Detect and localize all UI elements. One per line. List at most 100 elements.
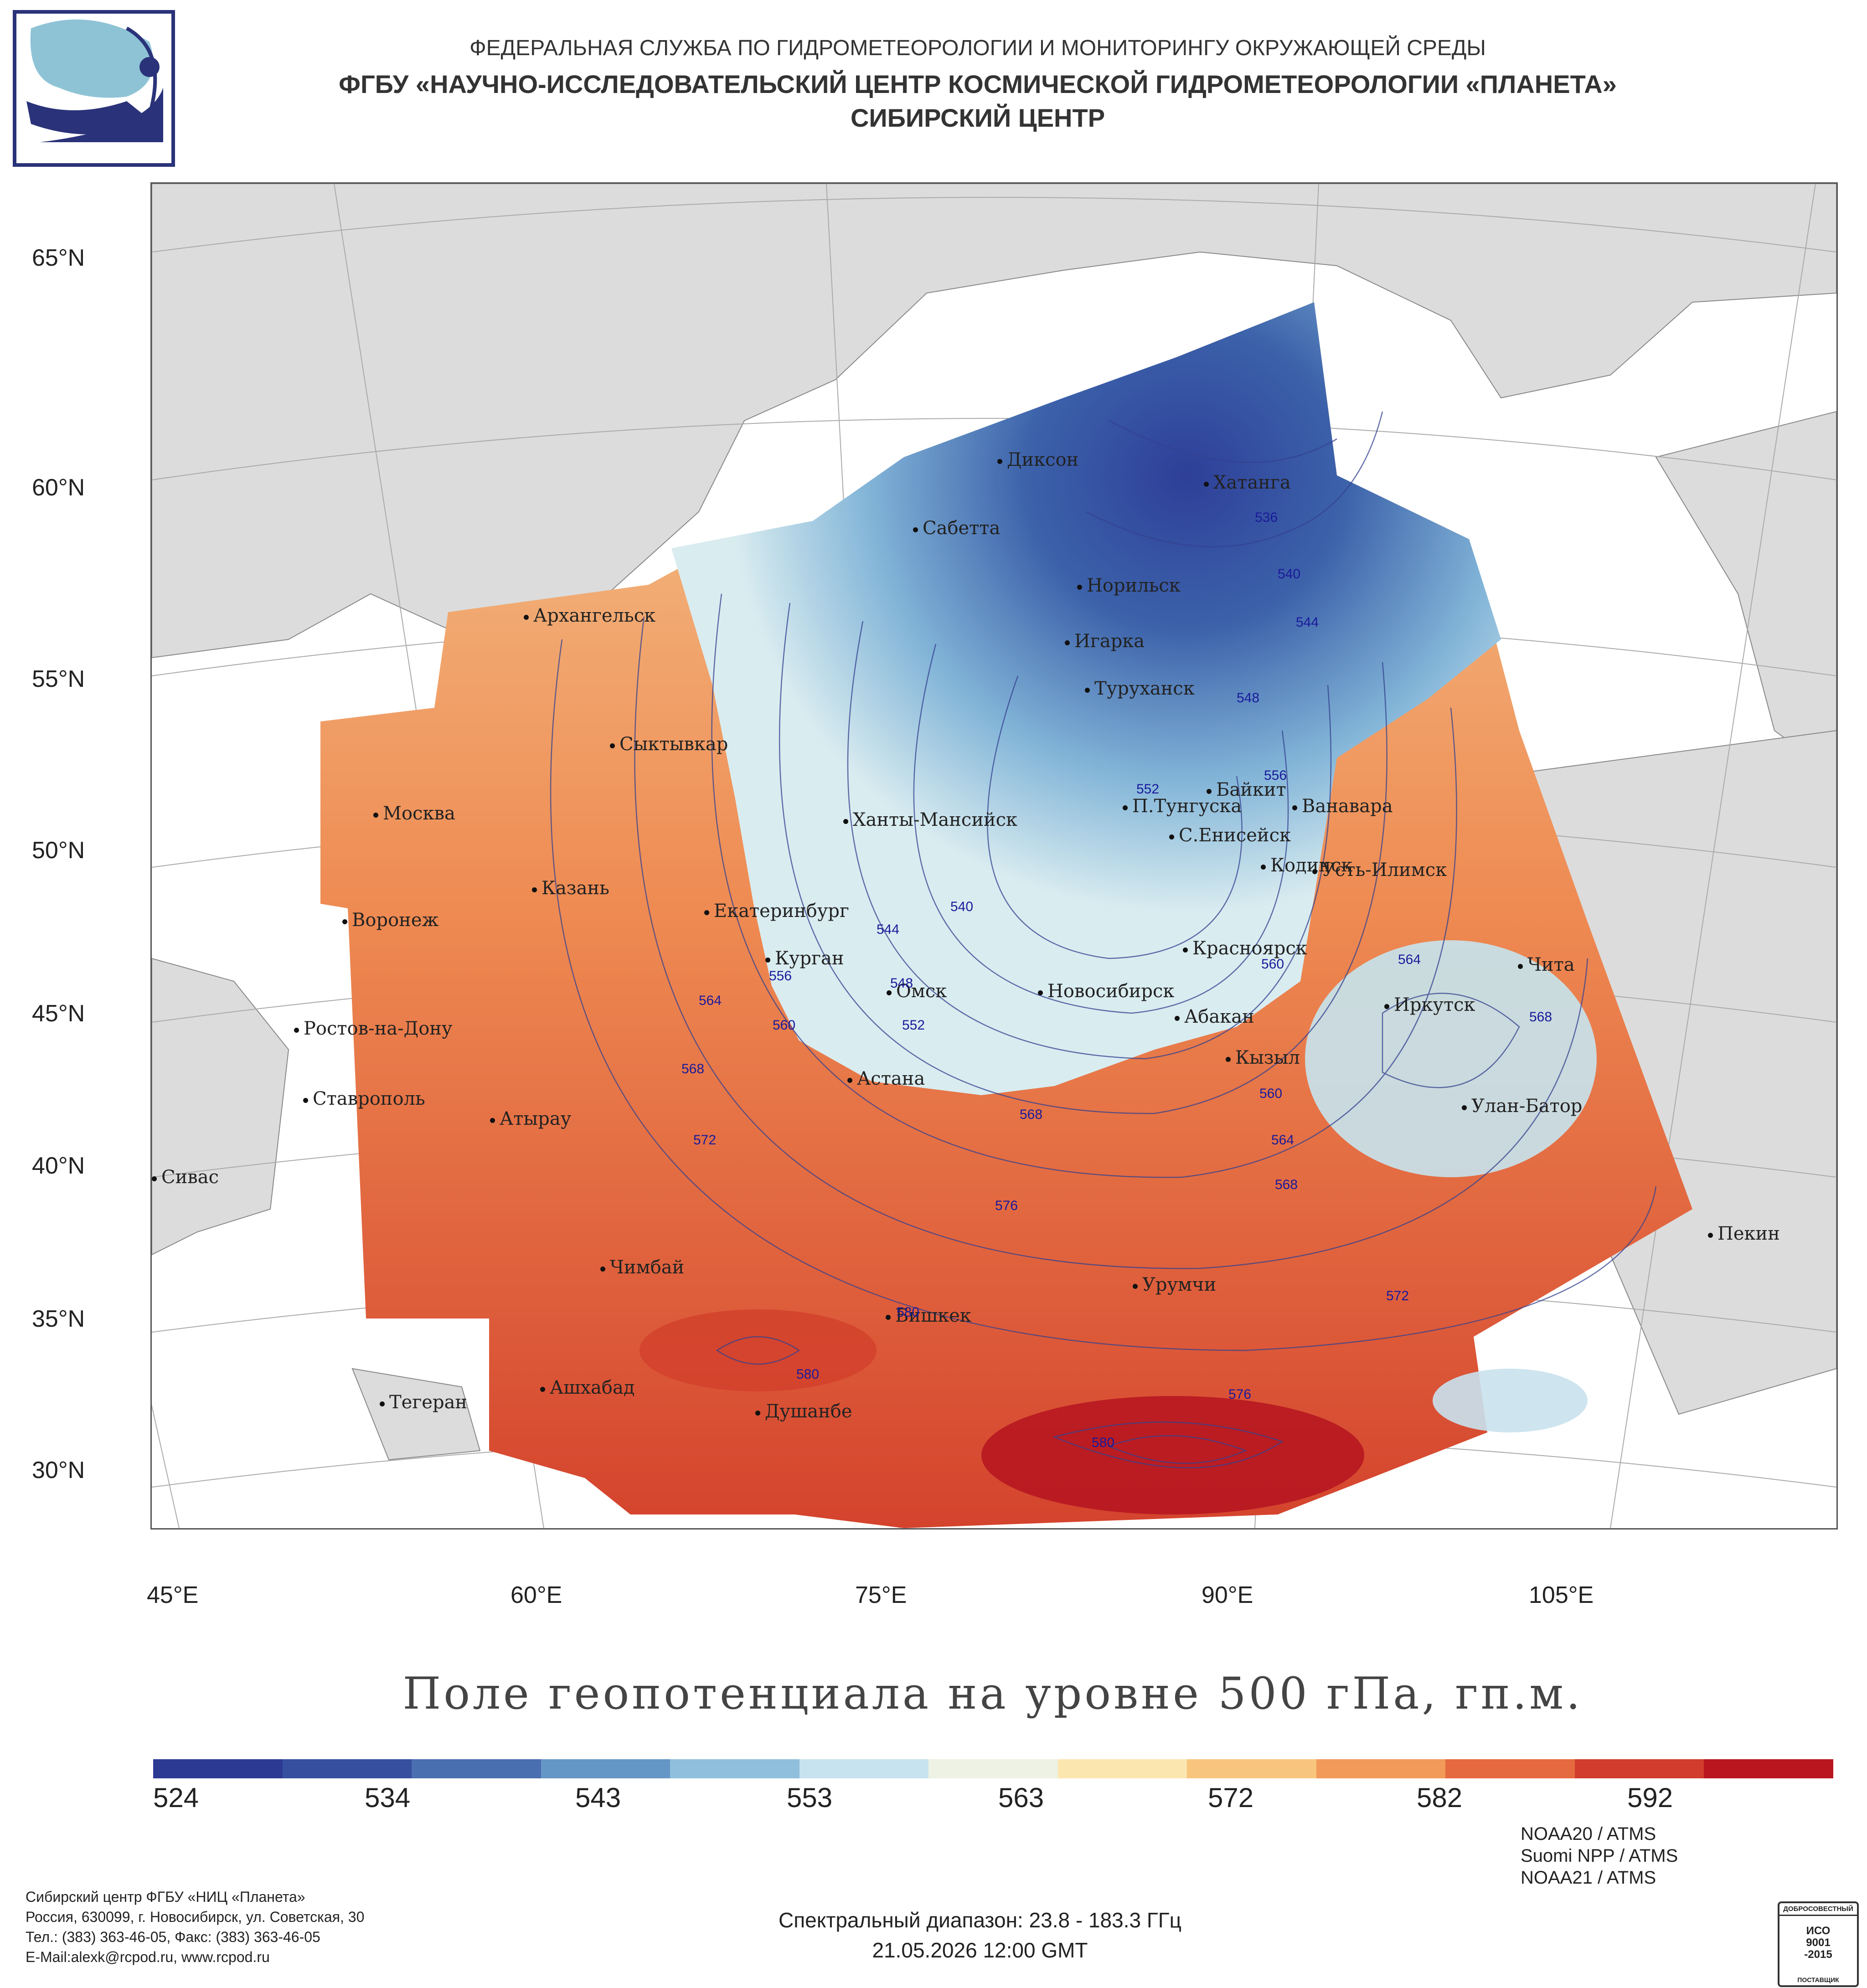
- city-kyzyl: Кызыл: [1226, 1049, 1300, 1067]
- contour-label: 576: [1228, 1387, 1252, 1402]
- instrument-list: NOAA20 / ATMS Suomi NPP / ATMS NOAA21 / …: [1521, 1823, 1678, 1889]
- city-chimbay: Чимбай: [600, 1258, 684, 1277]
- city-krasnoyarsk: Красноярск: [1183, 939, 1307, 958]
- lat-label-55: 55°N: [32, 666, 85, 692]
- city-irkutsk: Иркутск: [1384, 996, 1475, 1014]
- contour-label: 552: [902, 1018, 925, 1033]
- city-rostov-na-donu: Ростов-на-Дону: [294, 1020, 452, 1038]
- city-sivas: Сивас: [152, 1168, 219, 1186]
- color-swatch: [1316, 1759, 1446, 1778]
- lat-label-40: 40°N: [32, 1153, 85, 1179]
- city-tegeran: Тегеран: [380, 1393, 467, 1411]
- scale-tick-553: 553: [787, 1782, 833, 1813]
- map-canvas: [152, 184, 1836, 1528]
- lat-label-60: 60°N: [32, 474, 85, 501]
- lat-label-35: 35°N: [32, 1306, 85, 1332]
- lon-label-90: 90°E: [1202, 1582, 1253, 1608]
- iso-certification-badge: ДОБРОСОВЕСТНЫЙ ИСО 9001 -2015 ПОСТАВЩИК: [1778, 1901, 1859, 1987]
- org-line: Тел.: (383) 363-46-05, Факс: (383) 363-4…: [26, 1929, 320, 1945]
- planeta-logo: [13, 10, 175, 167]
- city-yekaterinburg: Екатеринбург: [704, 902, 849, 920]
- contour-label: 544: [1296, 615, 1319, 630]
- color-swatch: [282, 1759, 412, 1778]
- contour-label: 556: [769, 968, 792, 984]
- scale-tick-563: 563: [998, 1782, 1044, 1813]
- header-institute: ФГБУ «НАУЧНО-ИССЛЕДОВАТЕЛЬСКИЙ ЦЕНТР КОС…: [339, 70, 1617, 98]
- contour-label: 536: [1255, 510, 1278, 525]
- contour-label: 580: [897, 1305, 920, 1320]
- geopotential-map: Диксон Хатанга Сабетта Норильск Архангел…: [150, 182, 1838, 1530]
- contour-label: 564: [1398, 952, 1421, 967]
- scale-tick-572: 572: [1208, 1782, 1254, 1813]
- scale-tick-524: 524: [153, 1782, 199, 1813]
- instrument: Suomi NPP / ATMS: [1521, 1846, 1678, 1866]
- color-swatch: [1574, 1759, 1704, 1778]
- scale-tick-543: 543: [575, 1782, 621, 1813]
- city-arkhangelsk: Архангельск: [524, 607, 655, 625]
- scale-tick-592: 592: [1627, 1782, 1673, 1813]
- contour-label: 540: [1278, 567, 1301, 582]
- map-title: Поле геопотенциала на уровне 500 гПа, гп…: [402, 1668, 1583, 1719]
- city-khanty-mansiysk: Ханты-Мансийск: [843, 811, 1017, 829]
- contour-label: 568: [1529, 1009, 1552, 1025]
- color-swatch: [670, 1759, 799, 1778]
- contour-label: 560: [773, 1018, 796, 1033]
- city-igarka: Игарка: [1065, 632, 1145, 650]
- city-pekin: Пекин: [1708, 1225, 1780, 1243]
- observation-datetime: 21.05.2026 12:00 GMT: [872, 1938, 1088, 1962]
- lon-label-45: 45°E: [147, 1582, 199, 1608]
- city-ust-ilimsk: Усть-Илимск: [1312, 861, 1447, 879]
- city-ulan-bator: Улан-Батор: [1462, 1097, 1582, 1115]
- contour-label: 580: [796, 1367, 820, 1382]
- contour-label: 568: [681, 1061, 705, 1076]
- color-swatch: [1445, 1759, 1575, 1778]
- contour-label: 564: [699, 993, 722, 1008]
- city-omsk: Омск: [887, 982, 947, 1000]
- city-p-tunguska: П.Тунгуска: [1123, 797, 1242, 815]
- color-swatch: [928, 1759, 1058, 1778]
- city-urumqi: Урумчи: [1133, 1276, 1216, 1294]
- city-dushanbe: Душанбе: [755, 1402, 852, 1421]
- lat-label-45: 45°N: [32, 1000, 85, 1027]
- city-khatanga: Хатанга: [1204, 474, 1291, 492]
- contour-label: 548: [1237, 690, 1260, 706]
- city-moskva: Москва: [373, 804, 455, 823]
- contour-label: 572: [693, 1133, 717, 1148]
- color-swatch: [1704, 1759, 1833, 1778]
- lat-label-30: 30°N: [32, 1457, 85, 1483]
- contour-label: 568: [1275, 1177, 1298, 1192]
- color-swatch: [799, 1759, 929, 1778]
- city-vanavara: Ванавара: [1292, 797, 1393, 815]
- lat-label-50: 50°N: [32, 837, 85, 864]
- spectral-range: Спектральный диапазон: 23.8 - 183.3 ГГц: [778, 1908, 1182, 1932]
- city-baykit: Байкит: [1207, 781, 1286, 799]
- city-novosibirsk: Новосибирск: [1038, 982, 1174, 1000]
- org-line: E-Mail:alexk@rcpod.ru, www.rcpod.ru: [26, 1949, 270, 1965]
- contour-label: 548: [890, 976, 913, 991]
- product-info: Спектральный диапазон: 23.8 - 183.3 ГГц …: [684, 1905, 1276, 1965]
- city-kurgan: Курган: [765, 949, 844, 968]
- city-kodinsk: Кодинск: [1261, 856, 1352, 875]
- color-swatch: [1057, 1759, 1187, 1778]
- city-turukhansk: Туруханск: [1085, 680, 1195, 698]
- contour-label: 556: [1264, 768, 1287, 783]
- contour-label: 540: [950, 899, 974, 914]
- city-chita: Чита: [1518, 956, 1575, 974]
- land-areas: [152, 184, 1836, 1461]
- lon-label-105: 105°E: [1529, 1582, 1594, 1608]
- city-dikson: Диксон: [997, 451, 1078, 469]
- city-sabetta: Сабетта: [913, 519, 1000, 537]
- city-voronezh: Воронеж: [342, 911, 438, 929]
- color-scale: [153, 1759, 1833, 1778]
- city-ashkhabad: Ашхабад: [540, 1379, 634, 1397]
- geopotential-field: [320, 302, 1692, 1528]
- contour-label: 576: [995, 1198, 1018, 1213]
- city-atyrau: Атырау: [490, 1110, 571, 1128]
- contour-label: 552: [1136, 782, 1160, 797]
- lon-label-60: 60°E: [511, 1582, 562, 1608]
- instrument: NOAA20 / ATMS: [1521, 1824, 1656, 1844]
- city-abakan: Абакан: [1175, 1008, 1254, 1026]
- header-agency: ФЕДЕРАЛЬНАЯ СЛУЖБА ПО ГИДРОМЕТЕОРОЛОГИИ …: [469, 36, 1486, 60]
- city-syktyvkar: Сыктывкар: [610, 735, 728, 753]
- color-swatch: [1187, 1759, 1316, 1778]
